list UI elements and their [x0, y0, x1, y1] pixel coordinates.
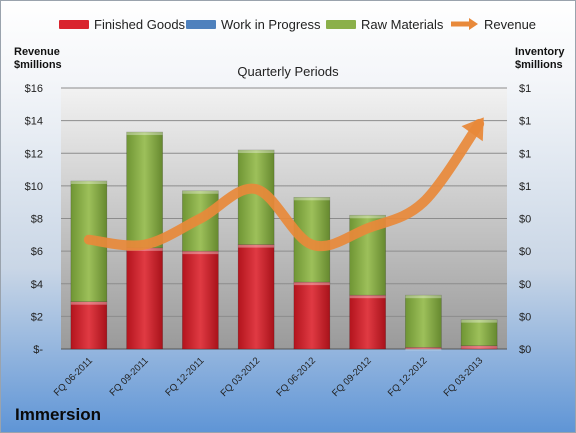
bar-finished-goods-top	[349, 295, 386, 299]
legend-swatch-work-in-progress	[186, 19, 216, 29]
left-tick-label: $6	[31, 246, 43, 258]
bar-finished-goods-top	[405, 347, 442, 351]
bar-raw-materials-top	[461, 319, 498, 323]
category-label: FQ 12-2012	[386, 355, 430, 399]
legend-raw-materials: Raw Materials	[326, 16, 443, 32]
legend-label-revenue: Revenue	[484, 16, 537, 32]
right-tick-label: $1	[519, 116, 531, 128]
left-tick-label: $-	[33, 344, 43, 356]
left-tick-label: $8	[31, 214, 43, 226]
legend-label-finished-goods: Finished Goods	[94, 16, 186, 32]
bar-finished-goods	[70, 301, 108, 350]
bar-raw-materials-top	[293, 197, 330, 201]
bar-finished-goods-top	[461, 345, 498, 349]
legend-revenue: Revenue	[449, 16, 536, 32]
bar-raw-materials	[405, 294, 442, 348]
left-tick-label: $4	[31, 279, 43, 291]
category-label: FQ 09-2011	[108, 355, 151, 398]
left-tick-label: $10	[25, 181, 43, 193]
right-axis-title: Inventory $millions	[515, 46, 565, 72]
revenue-arrowhead	[461, 117, 484, 142]
category-label: FQ 06-2011	[52, 355, 95, 398]
right-tick-label: $0	[519, 214, 531, 226]
left-tick-label: $14	[25, 116, 43, 128]
left-axis-title: Revenue $millions	[14, 46, 62, 72]
bar-raw-materials-top	[238, 149, 275, 153]
right-tick-label: $1	[519, 83, 531, 95]
right-tick-label: $1	[519, 181, 531, 193]
legend-finished-goods: Finished Goods	[59, 16, 185, 32]
category-label: FQ 09-2012	[330, 355, 374, 399]
right-axis-title-line1: Inventory	[515, 46, 565, 58]
left-tick-label: $16	[25, 83, 43, 95]
company-name: Immersion	[15, 405, 101, 424]
legend-label-work-in-progress: Work in Progress	[221, 16, 321, 32]
bar-raw-materials-top	[182, 190, 219, 194]
category-label: FQ 03-2012	[219, 355, 263, 399]
left-tick-label: $12	[25, 148, 43, 160]
bar-raw-materials	[460, 319, 498, 347]
bar-finished-goods	[349, 294, 386, 350]
category-label: FQ 12-2011	[163, 355, 206, 398]
right-axis-title-line2: $millions	[515, 59, 563, 71]
right-tick-label: $0	[519, 279, 531, 291]
bar-finished-goods	[126, 247, 163, 350]
legend-swatch-finished-goods	[59, 19, 89, 29]
bar-finished-goods-top	[182, 251, 219, 255]
bar-raw-materials-top	[405, 295, 442, 299]
right-tick-label: $0	[519, 344, 531, 356]
chart-subtitle: Quarterly Periods	[237, 64, 339, 79]
category-label: FQ 03-2013	[442, 355, 486, 399]
bar-raw-materials-top	[349, 215, 386, 219]
right-tick-label: $0	[519, 311, 531, 323]
bar-raw-materials-top	[70, 180, 107, 184]
left-axis-title-line2: $millions	[14, 59, 62, 71]
right-tick-label: $0	[519, 246, 531, 258]
bar-finished-goods	[182, 250, 219, 350]
legend-swatch-raw-materials	[326, 19, 356, 29]
bar-raw-materials	[126, 131, 163, 249]
bar-finished-goods-top	[70, 301, 107, 305]
bar-finished-goods	[293, 281, 331, 350]
left-axis-title-line1: Revenue	[14, 46, 60, 58]
legend-work-in-progress: Work in Progress	[186, 16, 320, 32]
category-label: FQ 06-2012	[274, 355, 318, 399]
bar-finished-goods-top	[238, 244, 275, 248]
legend-swatch-revenue	[451, 18, 478, 30]
bar-finished-goods	[237, 244, 275, 350]
right-tick-label: $1	[519, 148, 531, 160]
bar-raw-materials-top	[126, 132, 163, 136]
legend-label-raw-materials: Raw Materials	[361, 16, 444, 32]
bar-finished-goods-top	[293, 282, 330, 286]
left-tick-label: $2	[31, 311, 43, 323]
